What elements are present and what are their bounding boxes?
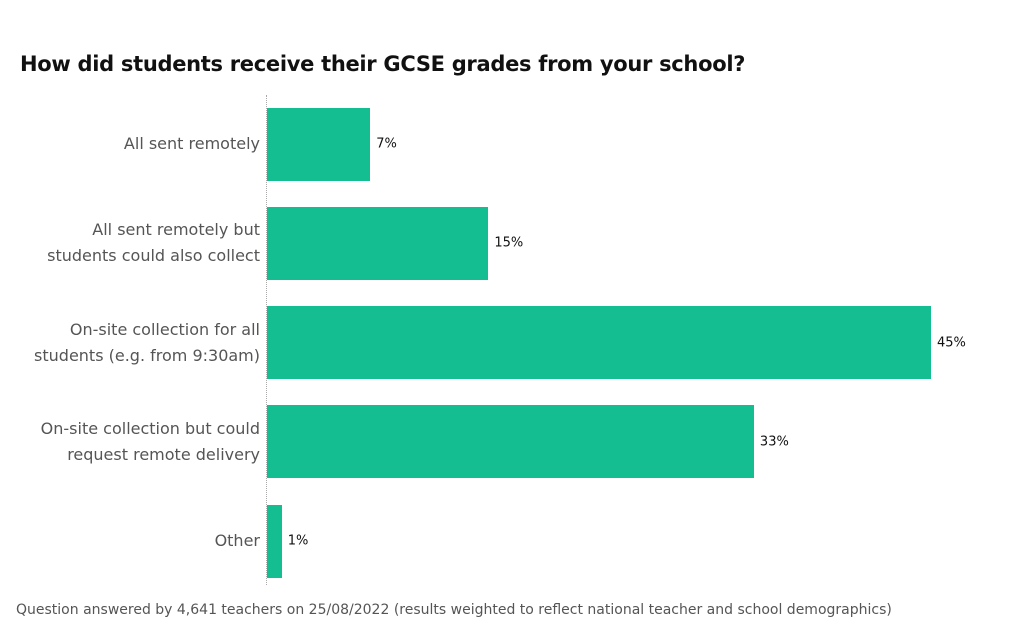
bar <box>267 405 754 479</box>
axis-line <box>266 95 267 585</box>
bar <box>267 504 282 578</box>
value-label: 1% <box>287 533 309 549</box>
value-label: 15% <box>494 235 524 251</box>
footnote: Question answered by 4,641 teachers on 2… <box>16 602 892 618</box>
category-label: On-site collection for all students (e.g… <box>34 319 260 365</box>
category-label: On-site collection but could request rem… <box>40 418 260 464</box>
bar <box>267 107 371 181</box>
category-label: All sent remotely <box>123 134 260 153</box>
bar <box>267 306 931 380</box>
bar <box>267 206 489 280</box>
chart-title: How did students receive their GCSE grad… <box>20 52 746 76</box>
category-label: Other <box>214 531 260 551</box>
value-label: 45% <box>937 335 966 351</box>
value-label: 7% <box>376 136 397 152</box>
value-label: 33% <box>759 434 789 450</box>
category-label: All sent remotely but students could als… <box>47 220 260 266</box>
